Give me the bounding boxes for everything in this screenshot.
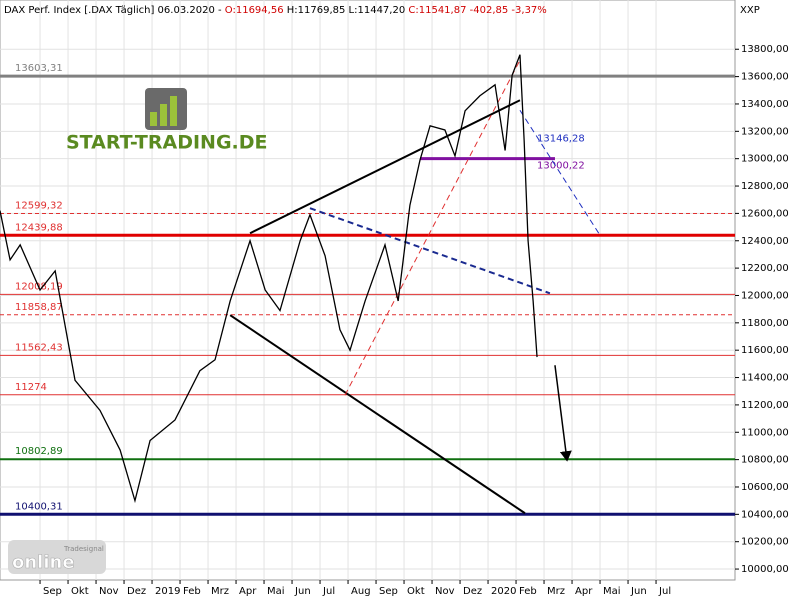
y-tick-label: 11600,00 (741, 345, 789, 356)
header-part: -3,37% (508, 5, 547, 16)
price-line (0, 54, 538, 504)
x-tick-label: Feb (183, 586, 201, 597)
x-tick-label: Aug (351, 586, 371, 597)
x-tick-label: Okt (407, 586, 425, 597)
y-tick-label: 12000,00 (741, 290, 789, 301)
x-tick-label: Jul (322, 586, 335, 597)
x-tick-label: Dez (463, 586, 482, 597)
y-tick-label: 11000,00 (741, 427, 789, 438)
y-tick-label: 12200,00 (741, 263, 789, 274)
x-tick-label: Jun (294, 586, 311, 597)
level-label: 12599,32 (15, 200, 63, 211)
level-label: 11562,43 (15, 342, 63, 353)
logo: START-TRADING.DE Tradesignal online (8, 88, 268, 574)
trend-line (309, 207, 551, 295)
header-part: O:11694,56 (225, 5, 284, 16)
x-tick-label: Mrz (211, 586, 229, 597)
logo-text: START-TRADING.DE (66, 132, 268, 154)
header-part: L:11447,20 (345, 5, 405, 16)
y-tick-label: 12600,00 (741, 208, 789, 219)
y-tick-label: 10800,00 (741, 455, 789, 466)
x-tick-label: Sep (43, 586, 62, 597)
x-tick-label: 2020 (491, 586, 516, 597)
level-label: 13603,31 (15, 63, 63, 74)
x-tick-label: Feb (519, 586, 537, 597)
y-tick-label: 11200,00 (741, 400, 789, 411)
trend-line (519, 109, 601, 236)
x-tick-label: Dez (127, 586, 146, 597)
y-tick-label: 13000,00 (741, 154, 789, 165)
level-label: 12439,88 (15, 222, 63, 233)
x-tick-label: Apr (575, 586, 593, 597)
x-tick-label: 2019 (155, 586, 180, 597)
x-tick-label: Nov (435, 586, 455, 597)
y-tick-label: 13200,00 (741, 126, 789, 137)
trend-line (344, 59, 521, 396)
level-label: 10802,89 (15, 446, 63, 457)
header: DAX Perf. Index [.DAX Täglich] 06.03.202… (4, 5, 547, 16)
y-tick-label: 11400,00 (741, 373, 789, 384)
header-part: -402,85 (466, 5, 508, 16)
y-tick-label: 10400,00 (741, 509, 789, 520)
header-part: C:11541,87 (405, 5, 466, 16)
trend-line (249, 99, 521, 235)
y-tick-label: 13400,00 (741, 99, 789, 110)
y-tick-label: 13800,00 (741, 44, 789, 55)
trend-line (554, 365, 572, 462)
symbol: XXP (740, 5, 760, 16)
level-label: 11274 (15, 382, 47, 393)
header-part: DAX Perf. Index [.DAX Täglich] 06.03.202… (4, 5, 225, 16)
header-part: H:11769,85 (284, 5, 346, 16)
x-tick-label: Mrz (547, 586, 565, 597)
x-tick-label: Apr (239, 586, 257, 597)
x-tick-label: Sep (379, 586, 398, 597)
x-tick-label: Jul (658, 586, 671, 597)
level-label: 13000,22 (537, 161, 585, 172)
y-tick-label: 10600,00 (741, 482, 789, 493)
level-label: 10400,31 (15, 501, 63, 512)
y-tick-label: 10000,00 (741, 564, 789, 575)
x-tick-label: Okt (71, 586, 89, 597)
level-label: 11858,87 (15, 302, 63, 313)
trend-line (229, 314, 526, 515)
plot-area (0, 0, 736, 581)
level-label: 13146,28 (537, 134, 585, 145)
y-tick-label: 10200,00 (741, 537, 789, 548)
y-tick-label: 11800,00 (741, 318, 789, 329)
product: online (12, 552, 75, 573)
x-tick-label: Mai (267, 586, 285, 597)
y-tick-label: 13600,00 (741, 72, 789, 83)
vendor: Tradesignal (63, 545, 104, 553)
x-tick-label: Jun (630, 586, 647, 597)
x-tick-label: Mai (603, 586, 621, 597)
y-tick-label: 12800,00 (741, 181, 789, 192)
y-tick-label: 12400,00 (741, 236, 789, 247)
x-tick-label: Nov (99, 586, 119, 597)
